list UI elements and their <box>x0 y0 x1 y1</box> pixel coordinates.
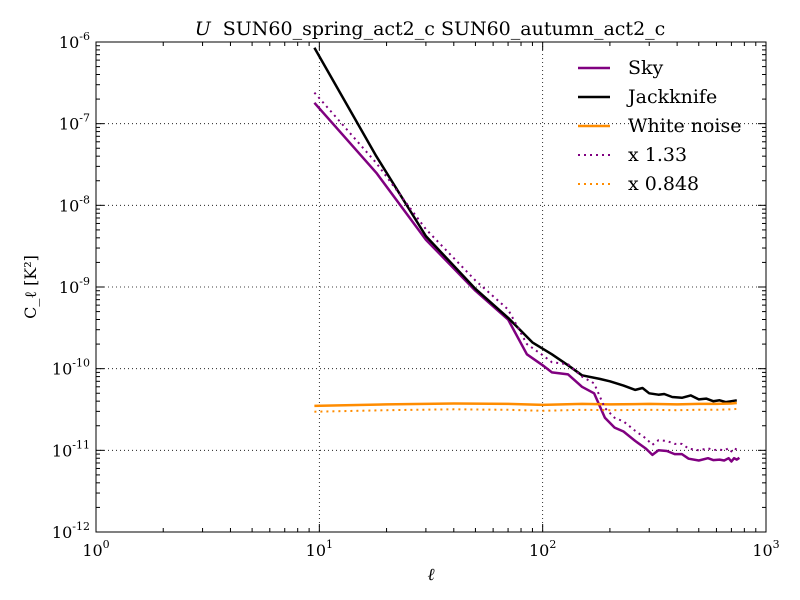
y-tick-label-base: 10 <box>52 523 72 542</box>
y-tick-label-exponent: -10 <box>72 357 90 370</box>
legend: Sky Jackknife White noise x 1.33 x 0.848 <box>578 57 742 195</box>
y-tick-label-base: 10 <box>59 196 79 215</box>
series-line-white-noise <box>314 401 737 408</box>
series-line-sky <box>313 101 741 463</box>
y-tick-label-base: 10 <box>59 278 79 297</box>
y-tick-label: 10-10 <box>52 357 90 379</box>
x-tick-label-base: 10 <box>529 541 549 560</box>
x-axis-label: ℓ <box>427 565 434 585</box>
legend-label: Sky <box>628 57 664 79</box>
y-tick-label-exponent: -9 <box>79 275 90 288</box>
x-tick-label-exponent: 2 <box>549 538 556 551</box>
y-tick-label-base: 10 <box>59 33 79 52</box>
x-tick-label-base: 10 <box>306 541 326 560</box>
series-line-jackknife <box>313 47 738 404</box>
y-tick-label: 10-6 <box>59 30 90 52</box>
y-tick-label-exponent: -6 <box>79 30 90 43</box>
x-tick-label: 100 <box>82 538 109 560</box>
x-tick-label: 101 <box>306 538 333 560</box>
chart-title: U SUN60_spring_act2_c SUN60_autumn_act2_… <box>195 18 666 40</box>
tick-layer: 100 101 102 10310-1210-1110-1010-910-810-71… <box>52 30 780 560</box>
series-layer <box>313 47 741 463</box>
y-tick-label: 10-8 <box>59 193 90 215</box>
y-axis-label: C_ℓ [K²] <box>21 255 40 319</box>
grid-layer <box>96 42 766 532</box>
y-tick-label-exponent: -11 <box>72 438 90 451</box>
legend-label: x 1.33 <box>628 144 687 166</box>
x-tick-label-exponent: 1 <box>326 538 333 551</box>
x-tick-label-exponent: 3 <box>773 538 780 551</box>
chart-title-main: SUN60_spring_act2_c SUN60_autumn_act2_c <box>223 18 666 40</box>
x-tick-label-base: 10 <box>752 541 772 560</box>
y-tick-label-exponent: -7 <box>79 112 90 125</box>
y-tick-label: 10-7 <box>59 112 90 134</box>
x-tick-label-exponent: 0 <box>103 538 110 551</box>
y-tick-label: 10-11 <box>52 438 90 460</box>
y-tick-label: 10-12 <box>52 520 90 542</box>
y-tick-label-base: 10 <box>52 441 72 460</box>
y-tick-label-exponent: -8 <box>79 193 90 206</box>
x-tick-label: 103 <box>752 538 779 560</box>
legend-label: White noise <box>628 115 742 137</box>
legend-label: x 0.848 <box>628 173 699 195</box>
x-tick-label: 102 <box>529 538 556 560</box>
x-tick-label-base: 10 <box>82 541 102 560</box>
y-tick-label: 10-9 <box>59 275 90 297</box>
series-line-x-0-848 <box>314 407 737 413</box>
legend-label: Jackknife <box>626 86 717 108</box>
y-tick-label-base: 10 <box>52 360 72 379</box>
y-tick-label-base: 10 <box>59 115 79 134</box>
series-line-x-1-33 <box>313 91 741 453</box>
y-tick-label-exponent: -12 <box>72 520 90 533</box>
chart-title-prefix: U <box>195 18 212 40</box>
